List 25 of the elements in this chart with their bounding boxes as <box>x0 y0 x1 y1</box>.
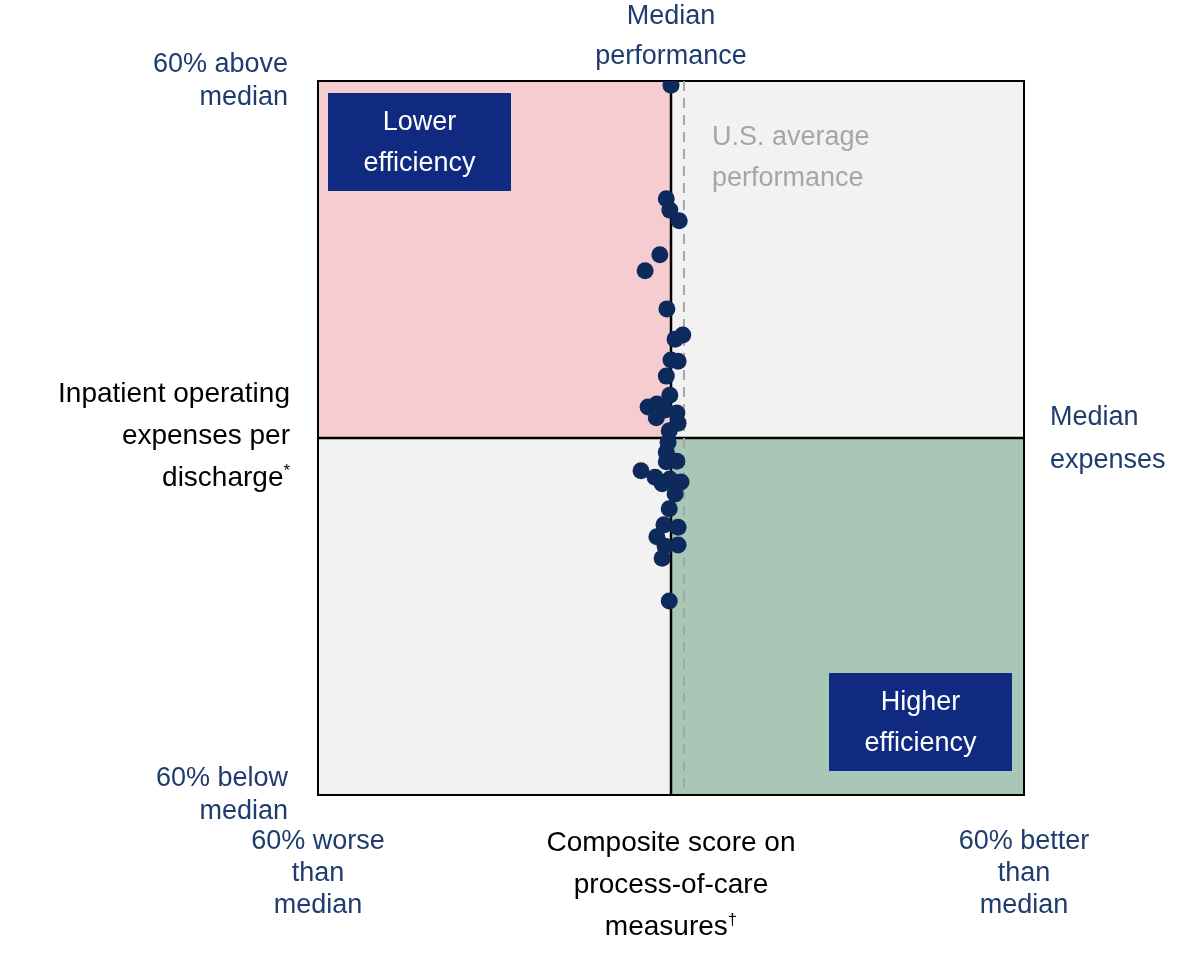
point <box>666 485 684 503</box>
y-axis-title: Inpatient operating expenses per discharge$^{*}$ <box>57 376 290 494</box>
ref-line-label: U.S. average performance <box>711 121 870 193</box>
annotation: Lower efficiency <box>328 93 511 191</box>
point <box>658 300 676 318</box>
point <box>636 262 654 280</box>
x-tick-label: 60% worse than median <box>251 824 385 920</box>
point <box>660 592 678 610</box>
ref-line-label: Median performance <box>595 0 747 71</box>
point <box>632 462 650 480</box>
point <box>661 201 679 219</box>
point <box>669 518 687 536</box>
point <box>666 330 684 348</box>
y-tick-label: 60% below median <box>155 762 289 825</box>
point <box>657 367 675 385</box>
annotation: Higher efficiency <box>829 673 1012 771</box>
point <box>653 549 671 567</box>
x-axis-title: Composite score on process-of-care measures$^{†}$ <box>545 825 797 943</box>
point <box>660 500 678 518</box>
y-tick-label: 60% above median <box>152 48 288 111</box>
ref-line-label: Median expenses <box>1050 401 1166 475</box>
point <box>651 246 669 264</box>
x-tick-label: 60% better than median <box>958 824 1090 920</box>
point <box>670 212 688 230</box>
point <box>661 386 679 404</box>
